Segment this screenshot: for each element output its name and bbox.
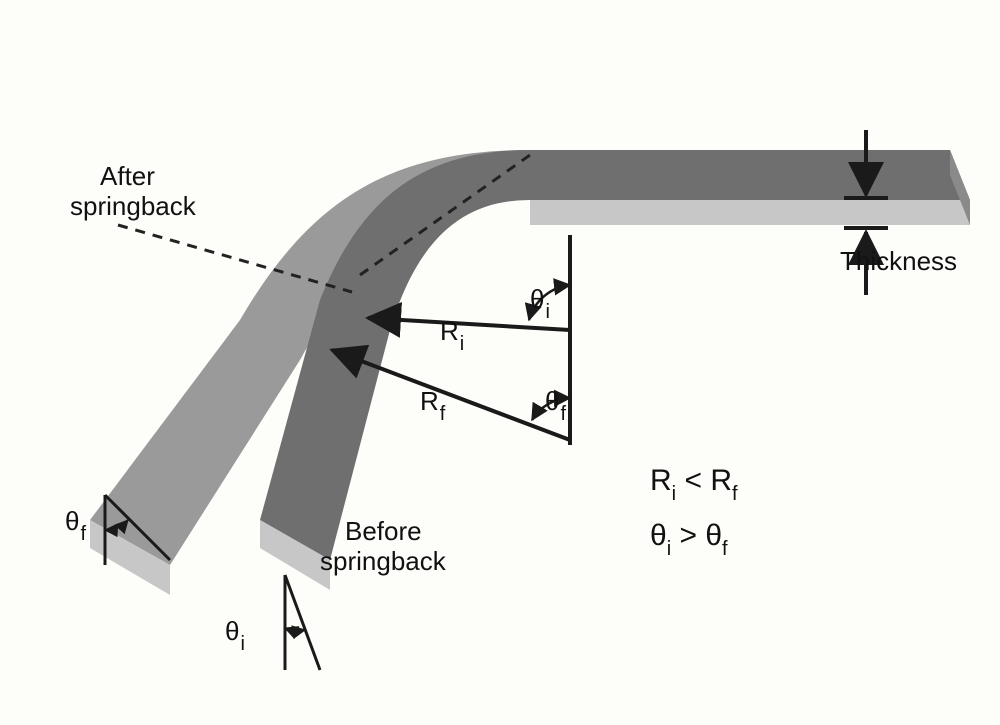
label-before-1: Before xyxy=(345,516,422,546)
arc-thi-bot xyxy=(285,628,305,631)
label-thickness: Thickness xyxy=(840,246,957,276)
relation-radius: Ri < Rf xyxy=(650,464,738,505)
label-theta-f-center: θf xyxy=(545,386,566,425)
label-after-2: springback xyxy=(70,191,197,221)
label-theta-i-center: θi xyxy=(530,284,550,323)
sheet-flat-front-edge xyxy=(530,200,970,225)
label-theta-i-bottom: θi xyxy=(225,616,245,655)
relation-theta: θi > θf xyxy=(650,519,728,560)
label-theta-f-left: θf xyxy=(65,506,86,545)
thi-bot-s xyxy=(285,575,320,670)
label-after-1: After xyxy=(100,161,155,191)
radius-ri xyxy=(368,318,570,330)
label-before-2: springback xyxy=(320,546,447,576)
sheet-flat-top xyxy=(530,150,970,200)
